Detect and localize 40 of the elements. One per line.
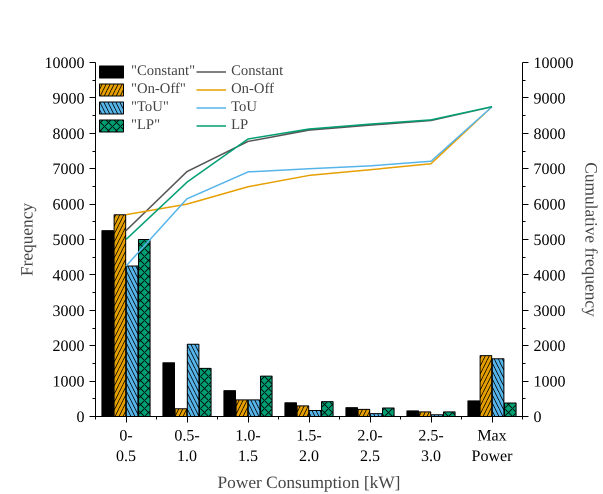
- y-tick-label: 5000: [52, 232, 84, 249]
- x-tick-label: Max Power: [472, 428, 514, 465]
- y2-tick-label: 4000: [534, 267, 566, 284]
- legend-label: ToU: [231, 99, 257, 116]
- x-tick-label: 0.5- 1.0: [174, 428, 200, 465]
- y-tick-label: 10000: [44, 55, 84, 72]
- y2-tick-label: 0: [534, 409, 542, 426]
- legend-label: "On-Off": [131, 81, 186, 98]
- y-tick-label: 7000: [52, 161, 84, 178]
- legend-label: LP: [231, 117, 250, 134]
- y-tick-label: 1000: [52, 374, 84, 391]
- x-tick-label: 2.5- 3.0: [418, 428, 444, 465]
- y-tick-label: 6000: [52, 196, 84, 214]
- x-axis-title: Power Consumption [kW]: [218, 472, 400, 492]
- y-tick-label: 8000: [52, 126, 84, 143]
- legend-label: On-Off: [231, 81, 274, 98]
- y2-tick-label: 6000: [534, 196, 566, 214]
- x-tick-label: 1.5- 2.0: [296, 428, 322, 465]
- y2-tick-label: 2000: [534, 338, 566, 356]
- y2-tick-label: 8000: [534, 126, 566, 143]
- legend-label: Constant: [231, 63, 284, 80]
- y-tick-label: 9000: [52, 90, 84, 108]
- legend-label: "ToU": [131, 99, 169, 116]
- y2-tick-label: 7000: [534, 161, 566, 178]
- y-tick-label: 2000: [52, 338, 84, 356]
- y-axis-title: Frequency: [18, 202, 36, 276]
- legend-label: "Constant": [131, 63, 196, 80]
- y-tick-label: 3000: [52, 302, 84, 320]
- y2-tick-label: 10000: [534, 55, 574, 72]
- x-tick-label: 2.0- 2.5: [357, 428, 383, 465]
- x-tick-label: 0- 0.5: [116, 428, 136, 465]
- y2-tick-label: 5000: [534, 232, 566, 249]
- y2-tick-label: 1000: [534, 374, 566, 391]
- x-tick-label: 1.0- 1.5: [235, 428, 261, 465]
- y2-tick-label: 3000: [534, 302, 566, 320]
- y-tick-label: 0: [76, 409, 84, 426]
- y2-tick-label: 9000: [534, 90, 566, 108]
- legend-label: "LP": [131, 117, 160, 134]
- y-tick-label: 4000: [52, 267, 84, 284]
- y2-axis-title: Cumulative frequency: [582, 162, 600, 318]
